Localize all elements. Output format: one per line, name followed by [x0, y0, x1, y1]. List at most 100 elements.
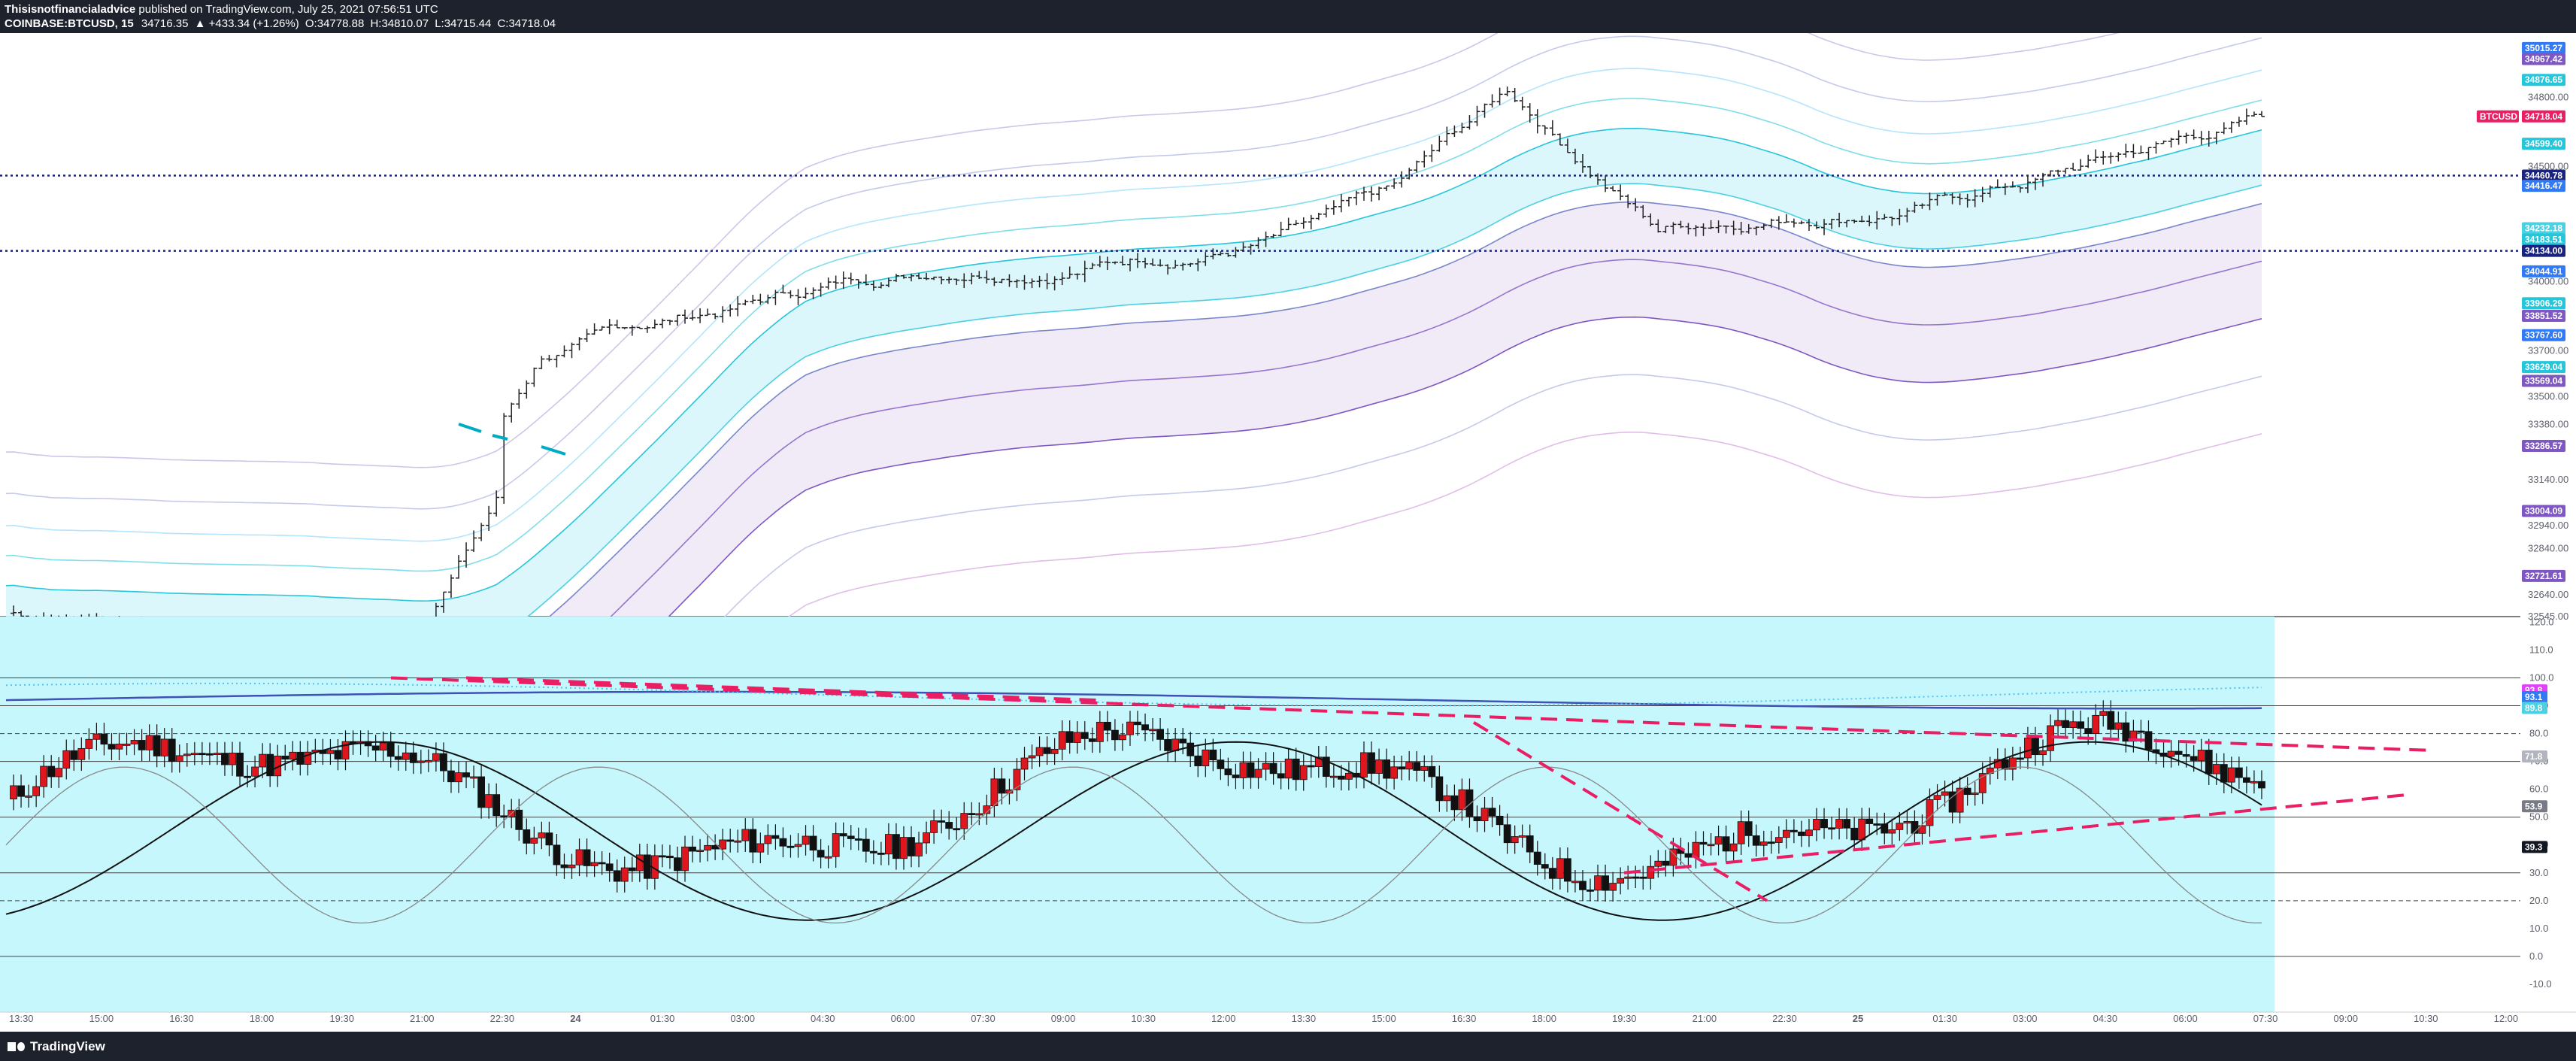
osc-candle — [175, 744, 183, 773]
ohlc-bar — [456, 555, 462, 579]
osc-candle — [123, 732, 131, 756]
ohlc-bar — [1708, 220, 1714, 229]
ohlc-bar — [802, 287, 809, 299]
osc-candle — [25, 784, 32, 808]
osc-candle — [575, 838, 583, 877]
ohlc-bar — [1361, 186, 1367, 201]
price-label: 33906.29 — [2525, 298, 2562, 308]
ohlc-bar — [795, 289, 802, 305]
ohlc-bar — [1029, 278, 1035, 289]
ohlc-bar — [2123, 144, 2129, 158]
price-tick: 33700.00 — [2528, 344, 2568, 356]
osc-candle — [485, 783, 493, 819]
osc-candle — [190, 741, 199, 765]
osc-candle — [1073, 721, 1081, 754]
price-label: 34876.65 — [2525, 74, 2562, 85]
ohlc-bar — [953, 278, 960, 285]
ohlc-bar — [1285, 217, 1292, 231]
ohlc-bar — [2024, 176, 2031, 193]
osc-candle — [1103, 711, 1111, 741]
ohlc-bar — [2243, 108, 2250, 125]
osc-candle — [281, 744, 289, 771]
oscillator-axis[interactable]: 120.0110.0100.090.080.070.060.050.040.03… — [2522, 616, 2554, 990]
ohlc-bar — [2138, 145, 2144, 154]
osc-candle — [1156, 718, 1164, 751]
ohlc-bar — [2070, 162, 2077, 171]
ohlc-bar — [1300, 217, 1307, 229]
ohlc-bar — [1783, 214, 1790, 223]
osc-candle — [455, 761, 462, 793]
ohlc-bar — [493, 490, 500, 517]
time-tick: 07:30 — [971, 1013, 996, 1024]
ohlc-bar — [561, 345, 568, 358]
osc-candle — [2062, 709, 2070, 739]
ohlc-bar — [689, 310, 696, 321]
osc-candle — [394, 745, 402, 771]
osc-signal-line — [5, 741, 2262, 921]
osc-candle — [1820, 808, 1828, 839]
osc-candle — [817, 838, 825, 869]
ohlc-bar — [1934, 194, 1941, 206]
time-tick: 04:30 — [2093, 1013, 2118, 1024]
ohlc-bar — [1270, 233, 1277, 238]
ohlc-bar — [1044, 273, 1050, 290]
osc-label-bg — [2522, 702, 2547, 714]
ohlc-bar — [651, 319, 658, 329]
price-label: 33629.04 — [2525, 362, 2562, 372]
ohlc-bar — [644, 326, 650, 333]
price-tick: 32640.00 — [2528, 589, 2568, 600]
ohlc-bar — [1459, 123, 1465, 134]
price-label: 34134.00 — [2525, 246, 2562, 256]
osc-candle — [470, 765, 477, 789]
price-tick: 34800.00 — [2528, 92, 2568, 103]
osc-candle — [2024, 726, 2032, 769]
osc-candle — [259, 743, 267, 778]
osc-candle — [1782, 819, 1790, 849]
osc-candle — [1632, 865, 1640, 889]
osc-candle — [1020, 747, 1029, 781]
price-label-bg — [2522, 180, 2565, 192]
ohlc-bar — [1844, 220, 1850, 228]
osc-candle — [2077, 710, 2085, 740]
osc-candle — [440, 742, 447, 782]
ohlc-bar — [1753, 226, 1759, 235]
osc-candle — [1707, 832, 1715, 856]
osc-candle — [674, 846, 681, 882]
osc-candle — [1714, 825, 1723, 856]
osc-candle — [1880, 812, 1889, 844]
ohlc-bar — [1180, 262, 1186, 271]
osc-candle — [1993, 748, 2002, 780]
time-tick: 09:00 — [2333, 1013, 2358, 1024]
ohlc-bar — [1670, 222, 1677, 235]
osc-candle — [2242, 766, 2250, 794]
author-name[interactable]: Thisisnotfinancialadvice — [5, 3, 136, 16]
osc-tick: -10.0 — [2529, 978, 2552, 990]
osc-candle — [923, 821, 930, 854]
ohlc-bar — [576, 337, 583, 350]
osc-candle — [1903, 810, 1911, 835]
osc-candle — [938, 809, 946, 834]
osc-candle — [1458, 778, 1466, 821]
ohlc-bar — [2040, 172, 2046, 187]
price-tick: 33140.00 — [2528, 474, 2568, 485]
ohlc-bar — [1715, 220, 1722, 233]
ohlc-bar — [1700, 223, 1707, 236]
osc-candle — [462, 761, 470, 789]
time-tick: 06:00 — [891, 1013, 916, 1024]
ohlc-bar — [817, 282, 824, 297]
osc-candle — [1805, 818, 1813, 847]
ohlc-bar — [682, 309, 688, 324]
ohlc-bar — [1738, 221, 1744, 235]
ohlc-bar — [1994, 179, 2001, 189]
symbol-name[interactable]: COINBASE:BTCUSD, 15 — [5, 17, 134, 30]
osc-candle — [1329, 765, 1338, 788]
chart-canvas[interactable]: 34800.00 34500.00 34000.00 33700.00 33500.00… — [0, 33, 2576, 1032]
osc-candle — [1065, 720, 1074, 754]
osc-tick: 60.0 — [2529, 784, 2548, 795]
time-axis[interactable]: 13:30 15:00 16:30 18:00 19:30 21:00 22:30 24 01:… — [0, 1011, 2576, 1024]
price-label-bg — [2522, 297, 2565, 310]
osc-candle — [734, 829, 742, 853]
price-axis[interactable]: 34800.00 34500.00 34000.00 33700.00 33500.00… — [2477, 33, 2576, 1012]
oscillator-pane[interactable] — [0, 617, 2520, 1012]
tradingview-logo[interactable]: TradingView — [8, 1039, 105, 1054]
